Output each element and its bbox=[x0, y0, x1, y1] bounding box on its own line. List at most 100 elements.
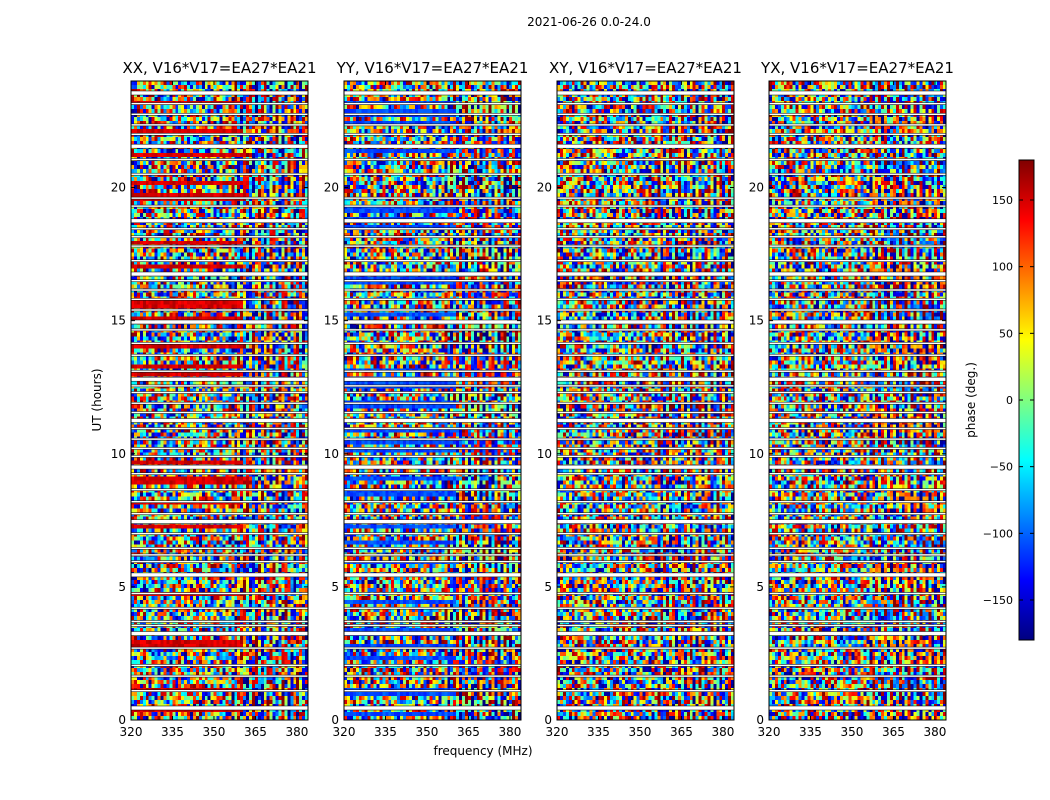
flagged-gap bbox=[768, 401, 947, 405]
x-tick-label: 365 bbox=[244, 725, 267, 739]
flagged-gap bbox=[130, 437, 309, 441]
y-tick-label: 5 bbox=[544, 580, 552, 594]
flagged-gap bbox=[768, 624, 947, 627]
flagged-gap bbox=[768, 90, 947, 96]
flagged-gap bbox=[768, 204, 947, 208]
flagged-gap bbox=[130, 532, 309, 535]
flagged-gap bbox=[130, 592, 309, 595]
flagged-gap bbox=[768, 123, 947, 127]
flagged-gap bbox=[768, 271, 947, 277]
flagged-gap bbox=[768, 646, 947, 650]
flagged-gap bbox=[343, 427, 522, 430]
flagged-gap bbox=[130, 447, 309, 450]
flagged-gap bbox=[130, 271, 309, 277]
flagged-gap bbox=[343, 244, 522, 248]
y-tick-label: 15 bbox=[537, 314, 552, 328]
flagged-gap bbox=[768, 391, 947, 394]
flagged-gap bbox=[556, 259, 735, 262]
flagged-gap bbox=[768, 464, 947, 470]
x-tick-label: 350 bbox=[841, 725, 864, 739]
x-tick-label: 350 bbox=[203, 725, 226, 739]
flagged-gap bbox=[130, 218, 309, 224]
x-tick-label: 335 bbox=[374, 725, 397, 739]
flagged-gap bbox=[130, 664, 309, 667]
flagged-gap bbox=[343, 90, 522, 96]
y-tick-label: 0 bbox=[118, 713, 126, 727]
flagged-gap bbox=[343, 620, 522, 623]
flagged-gap bbox=[130, 384, 309, 388]
flagged-gap bbox=[130, 689, 309, 692]
flagged-gap bbox=[556, 133, 735, 136]
flagged-gap bbox=[556, 705, 735, 711]
flagged-gap bbox=[343, 308, 522, 312]
panel-title: XX, V16*V17=EA27*EA21 bbox=[122, 59, 316, 77]
panels-group: XX, V16*V17=EA27*EA21 320 335 350 365 380 0 5 10… bbox=[111, 59, 954, 739]
y-tick-label: 10 bbox=[111, 447, 126, 461]
flagged-gap bbox=[130, 369, 309, 373]
colorbar-tick-label: −50 bbox=[990, 461, 1013, 474]
flagged-gap bbox=[130, 560, 309, 563]
flagged-gap bbox=[768, 572, 947, 578]
x-tick-label: 350 bbox=[416, 725, 439, 739]
flagged-gap bbox=[768, 342, 947, 345]
flagged-gap bbox=[556, 298, 735, 301]
flagged-gap bbox=[343, 418, 522, 423]
flagged-gap bbox=[768, 519, 947, 524]
x-tick-label: 365 bbox=[882, 725, 905, 739]
flagged-gap bbox=[343, 624, 522, 627]
flagged-gap bbox=[556, 418, 735, 423]
flagged-gap bbox=[556, 353, 735, 357]
y-tick-label: 15 bbox=[111, 314, 126, 328]
x-tick-label: 320 bbox=[546, 725, 569, 739]
flagged-gap bbox=[130, 196, 309, 200]
flagged-gap bbox=[130, 547, 309, 550]
flagged-gap bbox=[343, 271, 522, 277]
flagged-gap bbox=[343, 204, 522, 208]
flagged-gap bbox=[768, 631, 947, 636]
flagged-gap bbox=[343, 512, 522, 515]
flagged-gap bbox=[768, 259, 947, 262]
flagged-gap bbox=[768, 553, 947, 557]
flagged-gap bbox=[556, 437, 735, 441]
flagged-gap bbox=[556, 143, 735, 149]
flagged-gap bbox=[556, 342, 735, 345]
flagged-gap bbox=[768, 328, 947, 332]
flagged-gap bbox=[556, 123, 735, 127]
flagged-gap bbox=[556, 553, 735, 557]
panel-2: XY, V16*V17=EA27*EA21 320 335 350 365 380 0 5 10… bbox=[537, 59, 742, 739]
y-tick-label: 20 bbox=[749, 181, 764, 195]
flagged-gap bbox=[556, 560, 735, 563]
flagged-gap bbox=[768, 369, 947, 373]
flagged-gap bbox=[343, 464, 522, 470]
flagged-gap bbox=[768, 532, 947, 535]
flagged-gap bbox=[556, 244, 735, 248]
flagged-gap bbox=[768, 102, 947, 105]
panel-frame bbox=[343, 80, 522, 721]
flagged-gap bbox=[768, 560, 947, 563]
flagged-gap bbox=[343, 592, 522, 595]
flagged-gap bbox=[768, 172, 947, 176]
flagged-gap bbox=[130, 113, 309, 116]
y-tick-label: 20 bbox=[537, 181, 552, 195]
colorbar-gradient bbox=[1019, 160, 1034, 640]
flagged-gap bbox=[343, 235, 522, 239]
panel-frame bbox=[556, 80, 735, 721]
flagged-gap bbox=[768, 218, 947, 224]
flagged-gap bbox=[768, 353, 947, 357]
flagged-gap bbox=[768, 689, 947, 692]
flagged-gap bbox=[343, 369, 522, 373]
phase-heatmap-image bbox=[769, 81, 946, 720]
flagged-gap bbox=[130, 631, 309, 636]
flagged-gap bbox=[130, 488, 309, 491]
flagged-gap bbox=[343, 259, 522, 262]
flagged-gap bbox=[768, 308, 947, 312]
flagged-gap bbox=[130, 123, 309, 127]
flagged-gap bbox=[768, 235, 947, 239]
flagged-gap bbox=[556, 384, 735, 388]
colorbar-tick-label: 50 bbox=[999, 327, 1013, 340]
flagged-gap bbox=[343, 298, 522, 301]
x-tick-label: 335 bbox=[799, 725, 822, 739]
flagged-gap bbox=[556, 606, 735, 610]
flagged-gap bbox=[343, 102, 522, 105]
flagged-gap bbox=[768, 418, 947, 423]
